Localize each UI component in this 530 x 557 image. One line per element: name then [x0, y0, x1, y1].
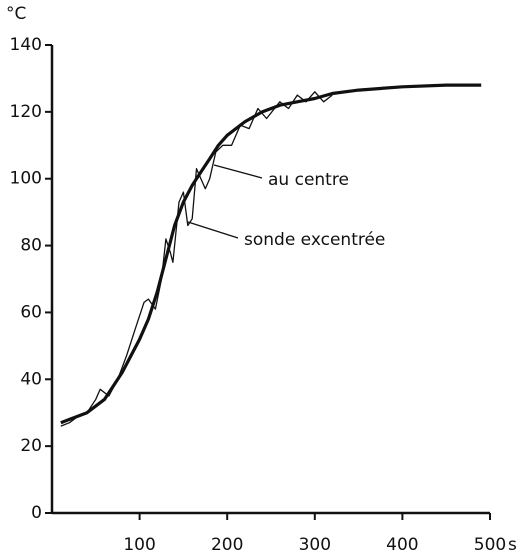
x-tick-label: 400 — [386, 535, 418, 555]
x-tick-label: 500 — [474, 535, 506, 555]
y-axis-label: °C — [6, 4, 26, 24]
annotation-leader — [213, 164, 263, 179]
y-tick-label: 0 — [31, 503, 42, 523]
series-line — [60, 83, 482, 425]
annotation: sonde excentrée — [244, 230, 385, 250]
y-tick-label: 40 — [20, 369, 42, 389]
y-tick-label: 20 — [20, 436, 42, 456]
y-tick-label: 120 — [10, 102, 42, 122]
series-line — [60, 91, 333, 427]
y-tick-label: 140 — [10, 35, 42, 55]
x-tick-label: 300 — [299, 535, 331, 555]
y-tick-label: 80 — [20, 236, 42, 256]
annotation: au centre — [268, 170, 349, 190]
x-axis-label: s — [508, 535, 517, 555]
x-tick-label: 200 — [211, 535, 243, 555]
x-tick-label: 100 — [123, 535, 155, 555]
y-tick-label: 60 — [20, 302, 42, 322]
annotation-leader — [187, 221, 239, 239]
y-tick-label: 100 — [10, 169, 42, 189]
